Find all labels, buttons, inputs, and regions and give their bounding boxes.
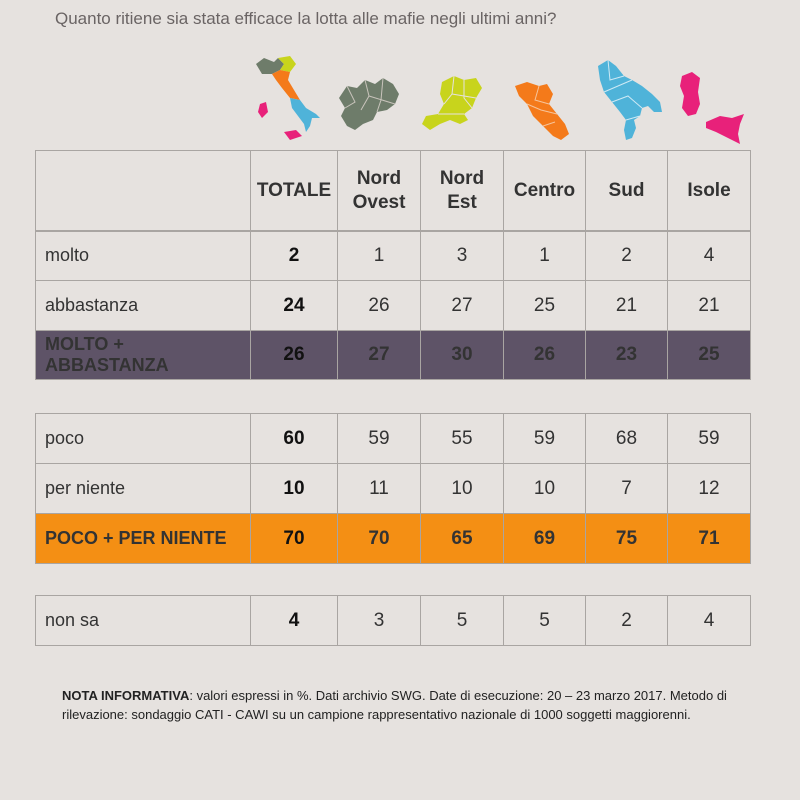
- column-header-line: Centro: [513, 180, 576, 201]
- italy-map-icon: [256, 56, 320, 140]
- value-cell-centro: 26: [503, 330, 586, 380]
- column-header-line: TOTALE: [256, 180, 332, 201]
- value-cell-nord-est: 55: [420, 413, 504, 464]
- row-label: per niente: [35, 463, 251, 514]
- centro-map-icon: [515, 82, 569, 140]
- value-cell-totale: 24: [250, 280, 338, 331]
- row-non-sa: non sa 4 3 5 5 2 4: [35, 595, 751, 646]
- chart-title: Quanto ritiene sia stata efficace la lot…: [55, 9, 557, 28]
- value-cell-nord-ovest: 11: [337, 463, 421, 514]
- value-cell-isole: 71: [667, 513, 751, 564]
- value-cell-isole: 4: [667, 595, 751, 646]
- row-label: non sa: [35, 595, 251, 646]
- row-per-niente: per niente 10 11 10 10 7 12: [35, 463, 751, 514]
- row-poco: poco 60 59 55 59 68 59: [35, 413, 751, 464]
- value-cell-sud: 23: [585, 330, 668, 380]
- column-header-line: Nord: [439, 168, 485, 189]
- value-cell-nord-ovest: 59: [337, 413, 421, 464]
- value-cell-totale: 10: [250, 463, 338, 514]
- row-poco-per-niente: POCO + PER NIENTE 70 70 65 69 75 71: [35, 513, 751, 564]
- info-note: NOTA INFORMATIVA: valori espressi in %. …: [62, 686, 762, 724]
- value-cell-nord-ovest: 70: [337, 513, 421, 564]
- value-cell-nord-est: 27: [420, 280, 504, 331]
- value-cell-nord-est: 65: [420, 513, 504, 564]
- value-cell-totale: 70: [250, 513, 338, 564]
- row-molto: molto 2 1 3 1 2 4: [35, 230, 751, 281]
- group2-table: poco 60 59 55 59 68 59 per niente 10 11 10 10 7 12 POC…: [35, 413, 751, 564]
- nord-est-map-icon: [422, 75, 482, 130]
- results-table: TOTALE Nord Ovest Nord Est Centro Sud Isole: [35, 150, 751, 232]
- value-cell-centro: 1: [503, 230, 586, 281]
- value-cell-totale: 60: [250, 413, 338, 464]
- column-header-line: Est: [447, 192, 477, 213]
- row-label: abbastanza: [35, 280, 251, 331]
- row-abbastanza: abbastanza 24 26 27 25 21 21: [35, 280, 751, 331]
- value-cell-sud: 2: [585, 230, 668, 281]
- value-cell-nord-est: 30: [420, 330, 504, 380]
- value-cell-centro: 5: [503, 595, 586, 646]
- group1-table: molto 2 1 3 1 2 4 abbastanza 24 26 27 25 21 21 MOLTO +…: [35, 230, 751, 380]
- row-label: POCO + PER NIENTE: [35, 513, 251, 564]
- value-cell-centro: 69: [503, 513, 586, 564]
- column-header-nord-ovest: Nord Ovest: [337, 150, 421, 232]
- column-header-nord-est: Nord Est: [420, 150, 504, 232]
- column-header-line: Sud: [608, 180, 645, 201]
- isole-map-icon: [680, 72, 744, 144]
- value-cell-totale: 26: [250, 330, 338, 380]
- row-label: MOLTO + ABBASTANZA: [35, 330, 251, 380]
- value-cell-isole: 4: [667, 230, 751, 281]
- value-cell-isole: 25: [667, 330, 751, 380]
- value-cell-sud: 75: [585, 513, 668, 564]
- value-cell-sud: 2: [585, 595, 668, 646]
- column-header-totale: TOTALE: [250, 150, 338, 232]
- value-cell-nord-est: 5: [420, 595, 504, 646]
- value-cell-nord-ovest: 3: [337, 595, 421, 646]
- row-label: molto: [35, 230, 251, 281]
- value-cell-centro: 59: [503, 413, 586, 464]
- column-header-line: Isole: [687, 180, 731, 201]
- value-cell-totale: 2: [250, 230, 338, 281]
- column-header-line: Ovest: [352, 192, 406, 213]
- value-cell-nord-est: 3: [420, 230, 504, 281]
- note-label: NOTA INFORMATIVA: [62, 688, 190, 703]
- value-cell-centro: 10: [503, 463, 586, 514]
- header-corner-cell: [35, 150, 251, 232]
- value-cell-isole: 21: [667, 280, 751, 331]
- sud-map-icon: [598, 59, 662, 140]
- column-header-line: Nord: [356, 168, 402, 189]
- column-header-isole: Isole: [667, 150, 751, 232]
- row-molto-abbastanza: MOLTO + ABBASTANZA 26 27 30 26 23 25: [35, 330, 751, 380]
- value-cell-isole: 59: [667, 413, 751, 464]
- nord-ovest-map-icon: [339, 77, 399, 130]
- column-header-centro: Centro: [503, 150, 586, 232]
- value-cell-sud: 21: [585, 280, 668, 331]
- note-text: : valori espressi in %. Dati archivio SW…: [62, 688, 727, 722]
- value-cell-centro: 25: [503, 280, 586, 331]
- header-row: TOTALE Nord Ovest Nord Est Centro Sud Isole: [35, 150, 751, 232]
- value-cell-sud: 68: [585, 413, 668, 464]
- value-cell-nord-ovest: 27: [337, 330, 421, 380]
- group3-table: non sa 4 3 5 5 2 4: [35, 595, 751, 646]
- value-cell-nord-ovest: 26: [337, 280, 421, 331]
- column-header-sud: Sud: [585, 150, 668, 232]
- value-cell-sud: 7: [585, 463, 668, 514]
- value-cell-isole: 12: [667, 463, 751, 514]
- value-cell-nord-ovest: 1: [337, 230, 421, 281]
- value-cell-totale: 4: [250, 595, 338, 646]
- value-cell-nord-est: 10: [420, 463, 504, 514]
- row-label: poco: [35, 413, 251, 464]
- region-maps: [0, 50, 800, 150]
